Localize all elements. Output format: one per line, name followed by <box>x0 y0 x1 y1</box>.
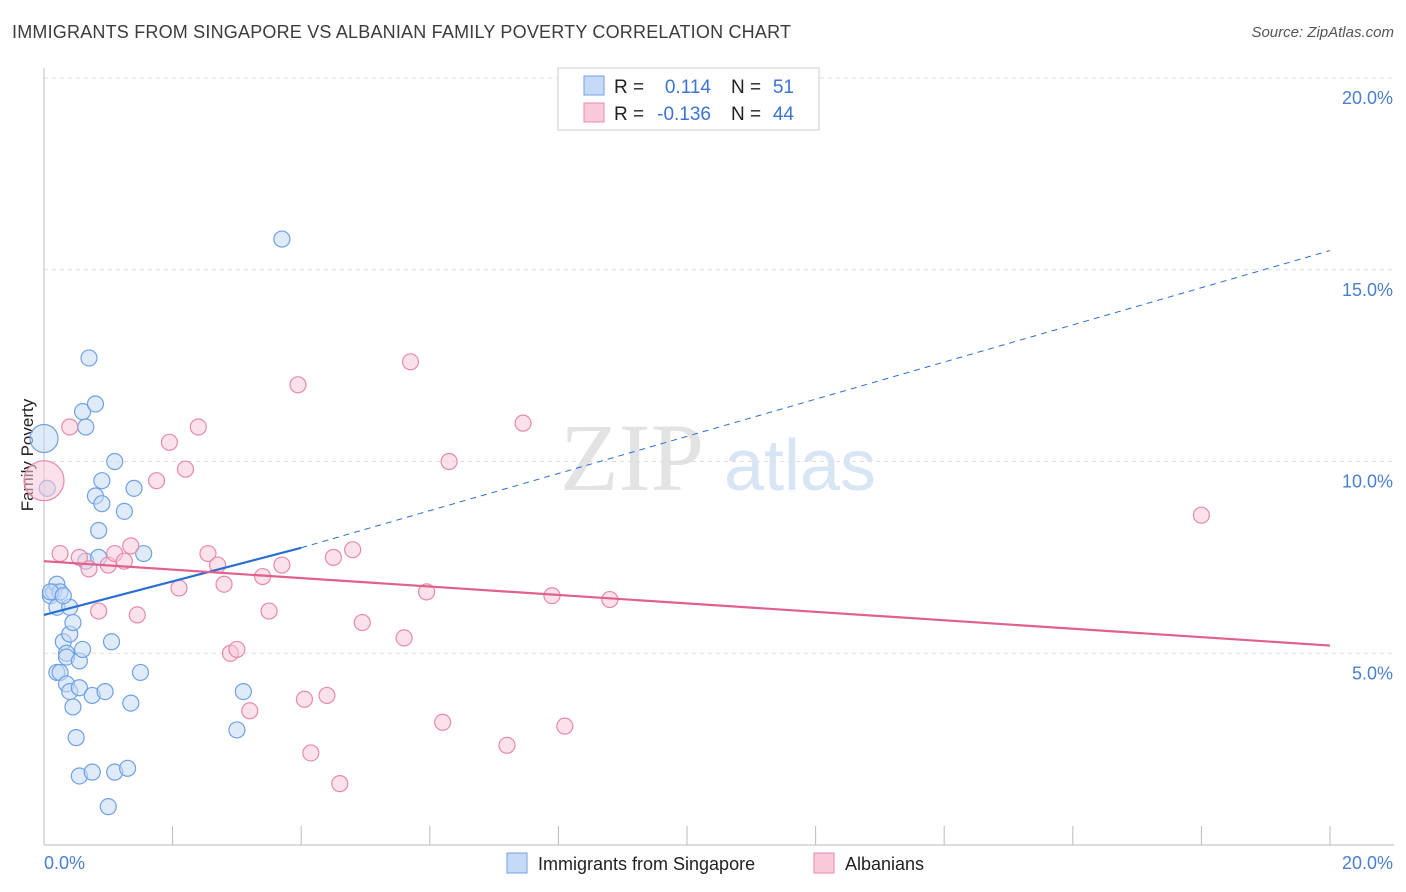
point-singapore-34 <box>93 472 111 490</box>
point-albanians-15 <box>189 418 207 436</box>
y-tick-labels: 5.0% 10.0% 15.0% 20.0% <box>1342 88 1393 683</box>
series-legend: Immigrants from Singapore Albanians <box>506 852 924 874</box>
legend-r-label-albanians: R = <box>614 104 644 125</box>
point-albanians-33 <box>395 629 413 647</box>
point-singapore-43 <box>125 479 143 497</box>
y-tick-label-2: 15.0% <box>1342 280 1393 300</box>
point-albanians-41 <box>556 717 574 735</box>
correlation-legend: R = 0.114 N = 51 R = -0.136 N = 44 <box>557 67 820 131</box>
point-singapore-22 <box>73 640 92 659</box>
bottom-legend-label-albanians: Albanians <box>845 854 924 874</box>
point-albanians-37 <box>440 452 458 471</box>
point-singapore-42 <box>122 694 140 712</box>
point-albanians-21 <box>241 702 259 720</box>
point-albanians-31 <box>344 541 362 559</box>
point-albanians-10 <box>128 606 146 624</box>
trend-albanians <box>43 560 1331 647</box>
y-tick-label-1: 10.0% <box>1342 472 1393 492</box>
point-albanians-20 <box>228 640 246 659</box>
point-singapore-37 <box>102 633 121 651</box>
point-albanians-11 <box>147 472 166 490</box>
point-albanians-39 <box>514 414 532 432</box>
point-albanians-14 <box>176 460 195 478</box>
point-singapore-50 <box>54 587 72 605</box>
point-singapore-17 <box>64 613 82 632</box>
point-albanians-29 <box>324 548 342 566</box>
trend-singapore-solid <box>43 546 302 616</box>
point-singapore-26 <box>80 349 98 367</box>
point-albanians-35 <box>417 583 436 601</box>
point-albanians-9 <box>122 537 140 555</box>
point-singapore-18 <box>67 729 85 747</box>
point-singapore-45 <box>135 544 153 563</box>
x-tick-label-min: 0.0% <box>44 853 85 873</box>
x-tick-label-max: 20.0% <box>1342 853 1393 873</box>
point-albanians-34 <box>401 353 420 371</box>
trend-lines <box>43 250 1331 647</box>
point-albanians-26 <box>295 690 314 708</box>
y-tick-label-3: 20.0% <box>1342 88 1393 108</box>
point-singapore-27 <box>83 763 101 781</box>
legend-r-value-albanians: -0.136 <box>657 104 711 125</box>
point-albanians-23 <box>260 602 278 620</box>
point-singapore-44 <box>131 663 150 682</box>
point-albanians-12 <box>160 433 178 451</box>
legend-n-label-albanians: N = <box>731 104 761 125</box>
point-albanians-18 <box>215 575 233 593</box>
axes <box>43 68 1394 846</box>
bottom-legend-label-singapore: Immigrants from Singapore <box>538 854 755 874</box>
legend-swatch-singapore <box>583 75 605 96</box>
bottom-legend-swatch-albanians <box>813 852 835 874</box>
series-singapore-points <box>29 230 291 816</box>
point-albanians-27 <box>302 744 320 762</box>
point-singapore-31 <box>90 521 108 540</box>
point-albanians-1 <box>51 544 69 563</box>
point-singapore-0 <box>29 423 59 454</box>
chart-title: IMMIGRANTS FROM SINGAPORE VS ALBANIAN FA… <box>12 22 792 42</box>
point-singapore-39 <box>106 452 124 471</box>
bottom-legend-swatch-singapore <box>506 852 528 874</box>
legend-r-value-singapore: 0.114 <box>665 77 712 98</box>
point-albanians-0 <box>23 460 65 502</box>
legend-n-value-albanians: 44 <box>773 104 795 125</box>
point-albanians-3 <box>70 548 88 566</box>
x-ticks <box>172 826 1331 845</box>
point-albanians-13 <box>170 579 188 597</box>
gridlines <box>44 77 1394 654</box>
point-singapore-48 <box>273 230 291 248</box>
point-singapore-33 <box>93 495 111 513</box>
point-singapore-35 <box>96 682 114 701</box>
point-albanians-38 <box>498 736 516 754</box>
point-albanians-28 <box>318 686 336 705</box>
legend-n-value-singapore: 51 <box>773 77 794 98</box>
watermark-atlas: atlas <box>724 426 876 506</box>
point-singapore-41 <box>118 759 137 777</box>
point-singapore-36 <box>99 798 117 816</box>
legend-swatch-albanians <box>583 102 605 123</box>
watermark-zip: ZIP <box>560 404 704 511</box>
point-albanians-36 <box>434 713 452 731</box>
point-albanians-25 <box>289 376 307 394</box>
point-albanians-43 <box>1192 506 1211 524</box>
point-singapore-15 <box>64 698 82 716</box>
legend-r-label-singapore: R = <box>614 77 644 98</box>
source-attribution: Source: ZipAtlas.com <box>1251 24 1394 41</box>
point-singapore-20 <box>70 679 88 697</box>
point-singapore-46 <box>234 682 252 701</box>
point-albanians-32 <box>353 613 371 632</box>
point-albanians-24 <box>273 556 291 574</box>
point-albanians-16 <box>199 544 217 563</box>
point-singapore-47 <box>228 721 246 739</box>
series-albanians-points <box>23 353 1211 793</box>
point-singapore-24 <box>77 418 95 436</box>
point-albanians-2 <box>61 418 79 436</box>
y-tick-label-0: 5.0% <box>1352 663 1393 683</box>
trend-singapore-dashed <box>301 250 1331 549</box>
point-singapore-40 <box>115 502 133 520</box>
point-singapore-29 <box>86 395 105 413</box>
point-albanians-5 <box>90 602 108 620</box>
point-albanians-30 <box>331 775 349 793</box>
legend-n-label-singapore: N = <box>731 77 761 98</box>
